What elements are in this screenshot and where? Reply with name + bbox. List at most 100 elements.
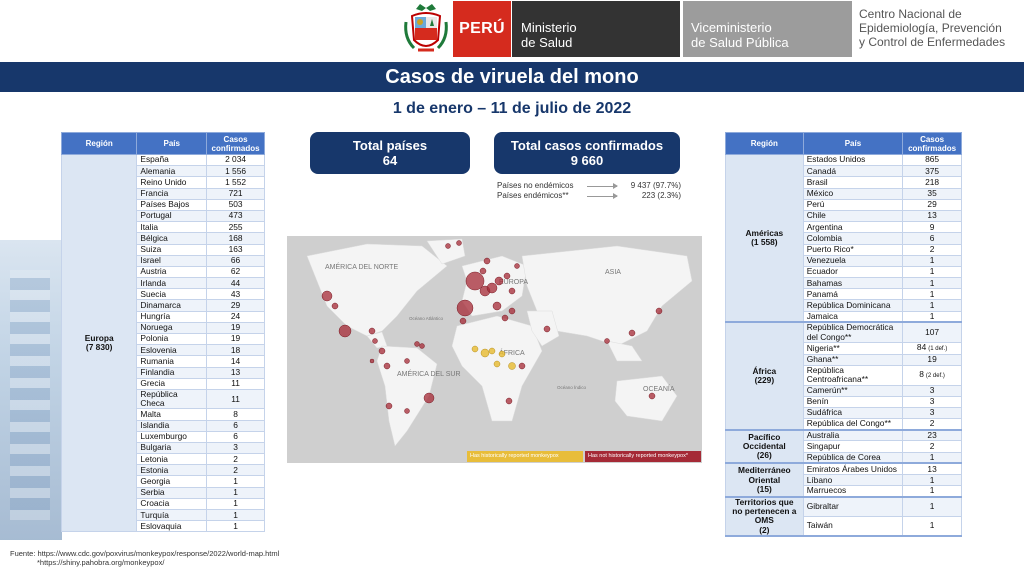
cases-cell: 35 <box>902 187 962 200</box>
non-endemic-value: 9 437 (97.7%) <box>630 181 681 190</box>
cases-cell: 62 <box>206 265 265 279</box>
non-endemic-label: Países no endémicos <box>497 181 574 190</box>
country-cell: Grecia <box>136 377 208 390</box>
country-cell: Israel <box>136 254 208 267</box>
cases-cell: 19 <box>206 321 265 335</box>
country-cell: Irlanda <box>136 277 208 290</box>
cases-value: 8 <box>919 368 924 379</box>
cases-value: 84 <box>916 341 927 352</box>
country-cell: Benín <box>802 395 904 408</box>
table-row: África (229) República Democrática del Con… <box>725 321 962 431</box>
africa-shape <box>451 315 543 422</box>
cases-cell: 6 <box>206 430 265 443</box>
country-cell: Alemania <box>136 165 208 178</box>
table-row: Colombia 6 <box>726 232 962 245</box>
country-cell: Letonia <box>136 453 208 466</box>
case-marker <box>494 276 504 286</box>
country-cell: Bulgaria <box>136 441 208 455</box>
country-cell: Nigeria** <box>802 341 904 355</box>
cases-cell: 473 <box>206 209 265 223</box>
cases-cell: 1 552 <box>206 176 265 189</box>
middle-east-shape <box>526 310 560 347</box>
source-footer: Fuente: https://www.cdc.gov/poxvirus/mon… <box>10 549 279 567</box>
table-row: República Dominicana 1 <box>726 299 962 312</box>
cases-cell: 6 <box>902 232 962 245</box>
table-row: Eslovenia 18 <box>62 344 265 357</box>
greenland-shape <box>426 238 466 265</box>
table-row: República Centroafricana** 8 (2 def.) <box>726 365 962 386</box>
cases-cell: 29 <box>206 299 265 312</box>
region-cell: África (229) <box>725 321 804 431</box>
cases-cell: 1 <box>902 474 962 487</box>
table-row: Chile 13 <box>726 209 962 223</box>
cases-cell: 84 (1 def.) <box>902 341 962 355</box>
cases-value: 1 <box>929 255 935 266</box>
cases-value: 1 <box>929 520 935 531</box>
table-row: Bulgaria 3 <box>62 441 265 455</box>
case-marker <box>508 287 516 295</box>
cases-cell: 1 <box>206 520 265 533</box>
table-row: Perú 29 <box>726 198 962 211</box>
cases-cell: 14 <box>206 355 265 368</box>
page-title: Casos de viruela del mono <box>0 62 1024 92</box>
world-map-svg: AMÉRICA DEL NORTE EUROPA ASIA ÁFRICA AMÉ… <box>306 238 693 447</box>
header-region: Región <box>60 132 138 155</box>
endemic-case-marker <box>471 345 479 353</box>
cases-cell: 1 <box>206 486 265 499</box>
country-cell: España <box>136 153 208 167</box>
arrow-icon <box>587 192 618 199</box>
case-marker <box>655 307 663 315</box>
cases-value: 19 <box>927 354 937 365</box>
table-row: México 35 <box>726 187 962 200</box>
country-cell: Argentina <box>802 221 904 234</box>
cases-value: 3 <box>929 407 935 418</box>
country-cell: Suecia <box>136 288 208 301</box>
cases-value: 3 <box>929 385 935 395</box>
table-row: Irlanda 44 <box>62 277 265 290</box>
country-cell: Líbano <box>802 474 904 487</box>
country-cell: Ecuador <box>802 265 904 279</box>
region-cell: Territorios que no pertenecen a OMS (2) <box>725 496 804 537</box>
case-marker <box>459 317 467 325</box>
case-markers-yellow <box>471 345 516 370</box>
cases-cell: 18 <box>206 344 265 357</box>
endemic-case-marker <box>480 348 490 358</box>
cases-cell: 2 <box>902 418 962 431</box>
cases-cell: 13 <box>902 462 962 476</box>
country-cell: Croacia <box>136 497 208 511</box>
cases-cell: 163 <box>206 243 265 256</box>
endemic-value: 223 (2.3%) <box>641 191 681 200</box>
deaths-note: (2 def.) <box>925 372 945 379</box>
endemic-label: Países endémicos** <box>497 191 569 200</box>
cases-cell: 23 <box>902 429 962 442</box>
cases-cell: 13 <box>206 366 265 379</box>
asia-shape <box>521 245 693 347</box>
cases-value: 9 <box>929 221 935 232</box>
country-cell: Noruega <box>136 321 208 335</box>
header-cases: Casos confirmados <box>902 132 962 155</box>
case-marker <box>503 272 511 280</box>
total-cases-box: Total casos confirmados 9 660 <box>494 132 680 174</box>
country-cell: Marruecos <box>802 485 904 498</box>
cases-value: 13 <box>927 210 937 221</box>
case-marker <box>419 343 425 349</box>
building-background <box>0 240 62 540</box>
deaths-note: (1 def.) <box>928 345 948 352</box>
region-cell: Mediterráneo Oriental (15) <box>725 462 804 498</box>
cases-cell: 1 <box>902 485 962 498</box>
cases-value: 23 <box>927 430 937 440</box>
case-marker <box>508 307 516 315</box>
country-cell: Países Bajos <box>136 198 208 211</box>
map-label-atlantic: Océano Atlántico <box>409 316 444 321</box>
cases-cell: 1 <box>902 496 962 517</box>
table-row: Pacífico Occidental (26) Australia 23 <box>725 429 962 465</box>
table-row: Alemania 1 556 <box>62 165 265 178</box>
table-row: Jamaica 1 <box>726 310 962 324</box>
case-marker <box>372 338 378 344</box>
map-label-indian: Océano Índico <box>557 384 587 390</box>
cases-cell: 3 <box>902 406 962 420</box>
case-marker <box>483 257 491 265</box>
table-row: Bélgica 168 <box>62 232 265 245</box>
case-marker <box>445 243 451 249</box>
case-marker <box>518 362 526 370</box>
